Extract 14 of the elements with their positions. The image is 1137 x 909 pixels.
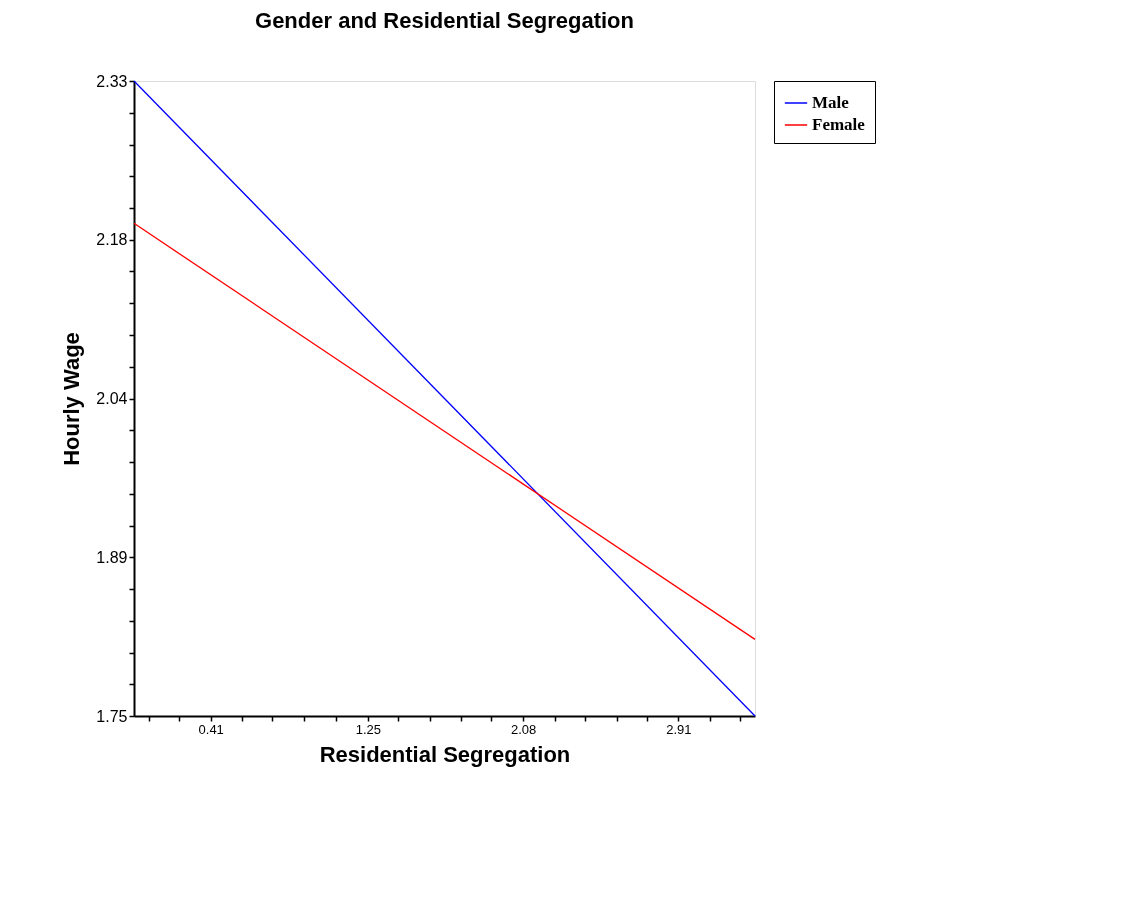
- chart-title: Gender and Residential Segregation: [255, 8, 634, 33]
- y-axis-title: Hourly Wage: [59, 332, 85, 466]
- x-axis-title: Residential Segregation: [319, 741, 571, 767]
- x-tick-label: 1.25: [355, 721, 381, 737]
- legend-label: Male: [812, 93, 850, 112]
- y-tick-label: 2.04: [96, 390, 128, 407]
- y-tick-label: 2.18: [96, 231, 128, 249]
- y-tick-label: 1.89: [96, 548, 128, 566]
- y-tick-label: 2.33: [96, 72, 128, 90]
- x-tick-label: 2.91: [666, 721, 692, 737]
- x-tick-label: 0.41: [198, 721, 224, 737]
- legend-label: Female: [812, 115, 866, 134]
- x-tick-label: 2.08: [510, 721, 537, 737]
- y-tick-label: 1.75: [96, 707, 128, 725]
